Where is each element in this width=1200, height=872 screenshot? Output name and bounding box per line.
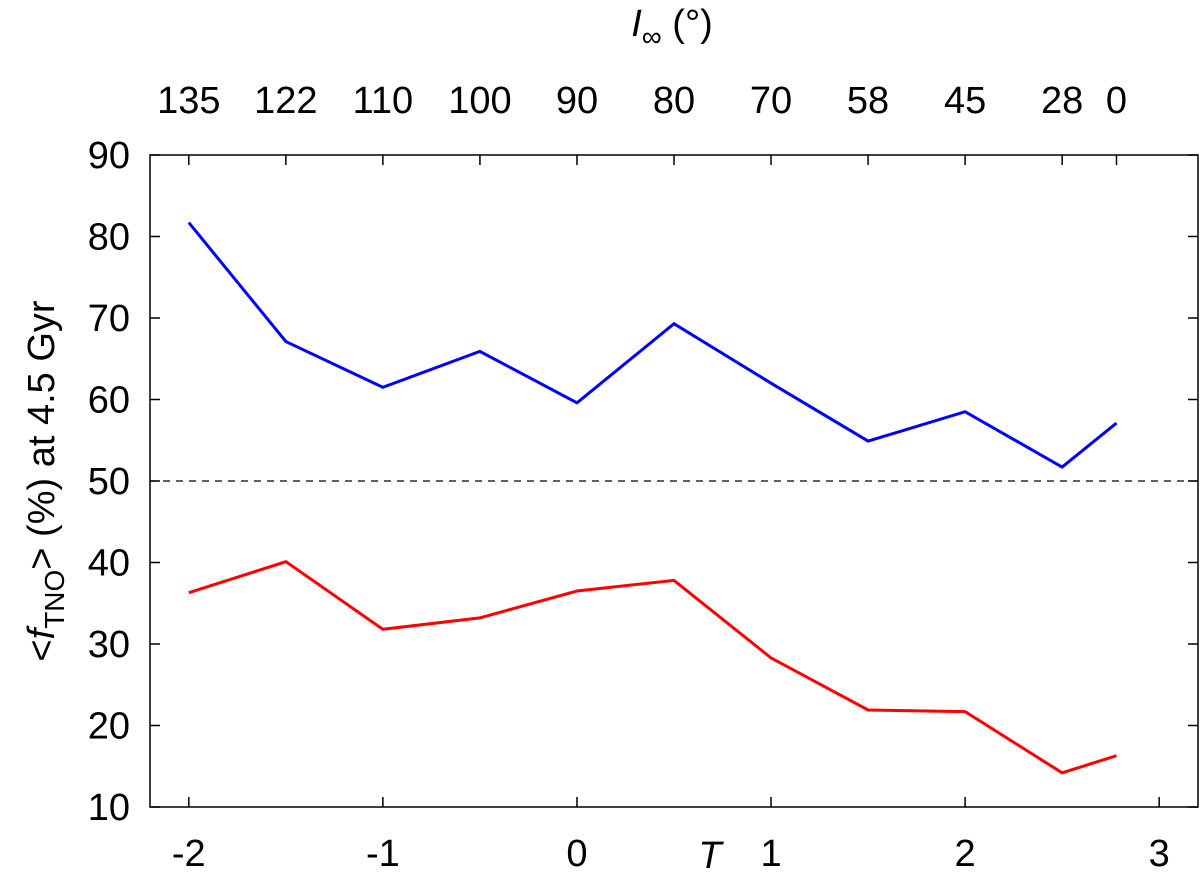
- y-axis-title: <fTNO> (%) at 4.5 Gyr: [21, 300, 70, 661]
- x-axis-title: T: [698, 835, 724, 872]
- x-tick-label: 3: [1149, 833, 1170, 872]
- x-tick-label: 1: [760, 833, 781, 872]
- top-tick-label: 28: [1041, 80, 1083, 122]
- top-tick-label: 58: [847, 80, 889, 122]
- x-tick-label: 0: [566, 833, 587, 872]
- top-tick-label: 0: [1106, 80, 1127, 122]
- y-tick-label: 20: [88, 706, 130, 748]
- top-axis-title: I∞ (°): [631, 3, 713, 52]
- x-axis-ticks: -2 -1 0 1 2 3: [172, 797, 1170, 872]
- y-tick-label: 40: [88, 543, 130, 585]
- y-tick-label: 10: [88, 787, 130, 829]
- y-tick-label: 70: [88, 298, 130, 340]
- top-tick-label: 100: [448, 80, 511, 122]
- top-tick-label: 135: [157, 80, 220, 122]
- top-tick-label: 80: [653, 80, 695, 122]
- x-tick-label: -1: [366, 833, 400, 872]
- top-tick-label: 90: [556, 80, 598, 122]
- series-line-0: [187, 221, 1118, 469]
- y-tick-label: 30: [88, 624, 130, 666]
- top-tick-label: 45: [944, 80, 986, 122]
- top-axis-ticks: 135 122 110 100 90 80 70 58 45 28 0: [157, 80, 1127, 165]
- x-tick-label: -2: [172, 833, 206, 872]
- top-tick-label: 122: [254, 80, 317, 122]
- y-tick-label: 50: [88, 461, 130, 503]
- y-tick-label: 90: [88, 135, 130, 177]
- top-tick-label: 70: [750, 80, 792, 122]
- series-layer: [187, 221, 1118, 775]
- y-tick-label: 80: [88, 217, 130, 259]
- y-axis-ticks: 10 20 30 40 50 60 70 80 90: [88, 135, 1198, 829]
- series-line-1: [188, 560, 1117, 775]
- y-tick-label: 60: [88, 380, 130, 422]
- top-tick-label: 110: [353, 80, 414, 122]
- x-tick-label: 2: [955, 833, 976, 872]
